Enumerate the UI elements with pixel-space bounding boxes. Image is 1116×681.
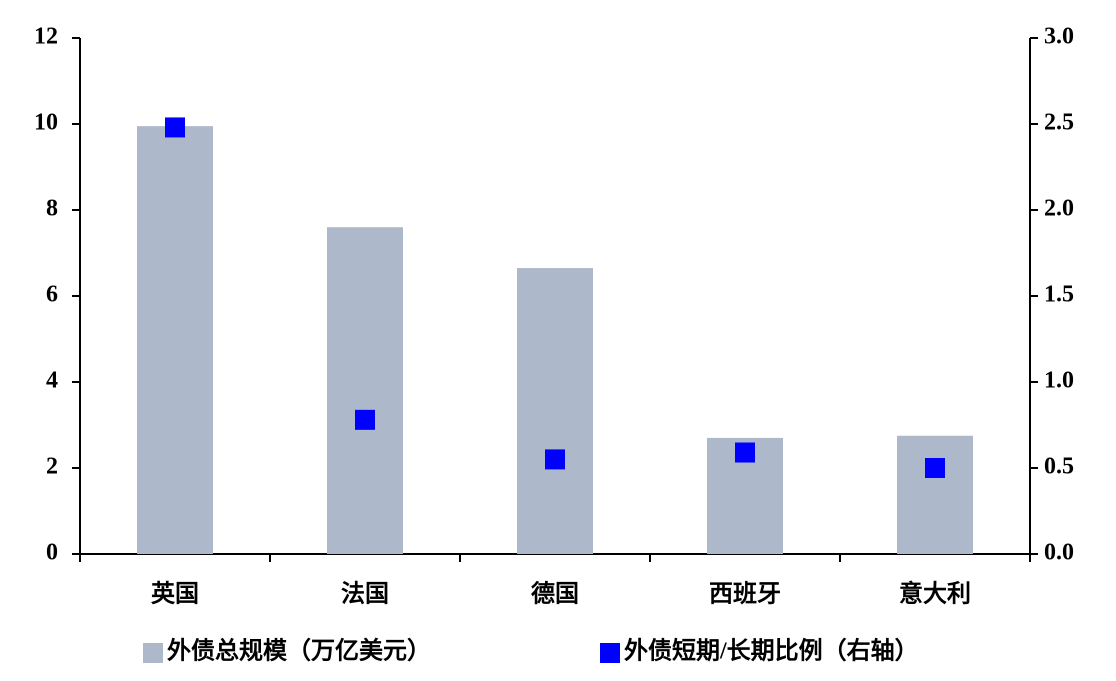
bar — [137, 126, 213, 555]
point — [925, 458, 945, 478]
x-tick-label: 西班牙 — [709, 581, 781, 608]
legend-swatch — [143, 643, 163, 663]
y-tick-label: 10 — [34, 110, 58, 136]
point — [165, 117, 185, 138]
y-tick-label: 8 — [46, 196, 58, 222]
x-tick-label: 意大利 — [899, 580, 971, 608]
y2-tick-label: 0.0 — [1044, 540, 1074, 566]
legend-label: 外债短期/长期比例（右轴） — [624, 637, 919, 665]
bar — [327, 227, 403, 554]
y2-tick-label: 3.0 — [1044, 24, 1074, 50]
bar — [517, 268, 593, 554]
y2-tick-label: 2.0 — [1044, 196, 1074, 222]
y-tick-label: 0 — [46, 540, 58, 566]
y2-tick-label: 1.0 — [1044, 368, 1074, 394]
y2-tick-label: 2.5 — [1044, 110, 1074, 136]
point — [735, 442, 755, 463]
point — [545, 449, 565, 470]
y2-tick-label: 1.5 — [1044, 282, 1074, 308]
x-tick-label: 英国 — [151, 581, 199, 608]
y-tick-label: 12 — [34, 24, 58, 50]
y-tick-label: 6 — [46, 282, 58, 308]
bar — [897, 435, 973, 554]
legend-swatch — [600, 643, 620, 663]
y2-tick-label: 0.5 — [1044, 454, 1074, 480]
x-tick-label: 德国 — [531, 580, 579, 608]
y-tick-label: 4 — [46, 368, 58, 394]
point — [355, 409, 375, 430]
x-tick-label: 法国 — [341, 581, 389, 608]
y-tick-label: 2 — [46, 454, 58, 480]
legend-label: 外债总规模（万亿美元） — [167, 637, 431, 665]
